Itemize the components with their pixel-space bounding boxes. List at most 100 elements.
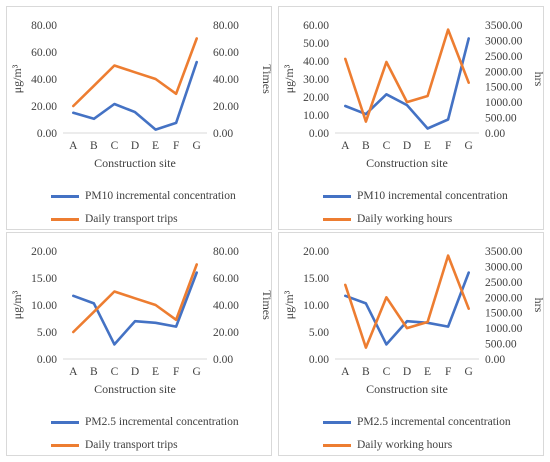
y-right-tick-label: 1500.00: [485, 82, 523, 94]
legend-swatch: [323, 194, 351, 198]
y-right-tick-label: 0.00: [213, 354, 233, 366]
x-tick-label: C: [383, 366, 391, 378]
legend-item: Daily transport trips: [51, 210, 236, 228]
legend-swatch: [323, 420, 351, 424]
y-right-tick-label: 60.00: [213, 273, 239, 285]
y-right-tick-label: 3000.00: [485, 261, 523, 273]
chart-panel-pm10-trips: 0.00 20.00 40.00 60.00 80.00 0.00 20.00 40.00 60…: [6, 6, 274, 233]
x-tick-label: E: [424, 140, 431, 152]
x-tick-label: A: [69, 366, 78, 378]
x-tick-label: B: [362, 366, 370, 378]
y-left-tick-label: 30.00: [303, 74, 329, 86]
y-right-axis-title: Times: [260, 290, 274, 320]
x-tick-label: A: [69, 140, 78, 152]
x-tick-label: E: [152, 366, 159, 378]
y-right-tick-label: 2500.00: [485, 51, 523, 63]
x-tick-label: C: [111, 366, 119, 378]
y-left-tick-label: 40.00: [303, 56, 329, 68]
legend-swatch: [51, 420, 79, 424]
chart-legend: PM10 incremental concentration Daily tra…: [51, 187, 236, 233]
legend-label: PM10 incremental concentration: [85, 190, 236, 202]
x-tick-label: E: [424, 366, 431, 378]
y-left-tick-label: 20.00: [31, 101, 57, 113]
series-line-2: [344, 254, 470, 349]
series-line-1: [72, 271, 198, 346]
x-tick-label: F: [173, 140, 179, 152]
x-tick-label: B: [362, 140, 370, 152]
legend-item: PM2.5 incremental concentration: [323, 413, 511, 431]
y-left-tick-label: 15.00: [31, 273, 57, 285]
y-left-tick-label: 0.00: [309, 128, 329, 140]
y-left-tick-label: 40.00: [31, 74, 57, 86]
legend-item: Daily working hours: [323, 436, 511, 454]
chart-svg: 0.00 5.00 10.00 15.00 20.00 0.00 20.00 40.00 60.…: [10, 246, 274, 396]
y-right-tick-label: 500.00: [485, 113, 517, 125]
y-left-tick-label: 60.00: [31, 47, 57, 59]
y-left-tick-label: 10.00: [303, 300, 329, 312]
legend-item: Daily working hours: [323, 210, 508, 228]
x-axis-title: Construction site: [366, 156, 448, 170]
chart-svg: 0.00 5.00 10.00 15.00 20.00 0.00 500.00 1000.00…: [282, 246, 546, 396]
y-right-tick-label: 0.00: [485, 354, 505, 366]
x-tick-label: A: [341, 140, 350, 152]
legend-swatch: [51, 443, 79, 447]
chart-svg: 0.00 10.00 20.00 30.00 40.00 50.00 60.00 0.00 50…: [282, 20, 546, 170]
legend-label: Daily transport trips: [85, 439, 178, 451]
y-left-tick-label: 20.00: [303, 246, 329, 258]
x-tick-label: A: [341, 366, 350, 378]
x-tick-label: F: [173, 366, 179, 378]
y-right-tick-label: 40.00: [213, 300, 239, 312]
y-right-tick-label: 3500.00: [485, 246, 523, 258]
series-line-2: [344, 28, 470, 123]
y-right-axis-title: hrs: [532, 72, 546, 87]
chart-legend: PM10 incremental concentration Daily wor…: [323, 187, 508, 233]
chart-panel-pm25-hours: 0.00 5.00 10.00 15.00 20.00 0.00 500.00 1000.00…: [278, 232, 546, 459]
y-right-tick-label: 0.00: [213, 128, 233, 140]
chart-legend: PM2.5 incremental concentration Daily wo…: [323, 413, 511, 459]
y-right-tick-label: 1500.00: [485, 308, 523, 320]
y-left-axis-title: μg/m³: [282, 64, 296, 93]
series-line-1: [344, 37, 470, 130]
legend-swatch: [323, 443, 351, 447]
y-right-tick-label: 500.00: [485, 339, 517, 351]
y-left-tick-label: 0.00: [309, 354, 329, 366]
x-axis-title: Construction site: [366, 382, 448, 396]
x-tick-label: E: [152, 140, 159, 152]
y-left-tick-label: 20.00: [303, 92, 329, 104]
y-left-tick-label: 10.00: [31, 300, 57, 312]
x-tick-label: B: [90, 140, 98, 152]
chart-panel-pm10-hours: 0.00 10.00 20.00 30.00 40.00 50.00 60.00 0.00 50…: [278, 6, 546, 233]
chart-legend: PM2.5 incremental concentration Daily tr…: [51, 413, 239, 459]
y-right-axis-title: Times: [260, 64, 274, 94]
legend-item: PM10 incremental concentration: [51, 187, 236, 205]
x-tick-label: G: [193, 366, 201, 378]
x-tick-label: D: [403, 366, 411, 378]
y-right-tick-label: 20.00: [213, 327, 239, 339]
x-axis-title: Construction site: [94, 156, 176, 170]
y-left-tick-label: 10.00: [303, 110, 329, 122]
x-tick-label: D: [403, 140, 411, 152]
y-left-tick-label: 80.00: [31, 20, 57, 32]
x-tick-label: D: [131, 366, 139, 378]
x-tick-label: B: [90, 366, 98, 378]
y-left-tick-label: 5.00: [309, 327, 329, 339]
chart-panel-pm25-trips: 0.00 5.00 10.00 15.00 20.00 0.00 20.00 40.00 60.…: [6, 232, 274, 459]
y-right-tick-label: 0.00: [485, 128, 505, 140]
y-left-tick-label: 60.00: [303, 20, 329, 32]
x-axis-title: Construction site: [94, 382, 176, 396]
y-right-tick-label: 20.00: [213, 101, 239, 113]
x-tick-label: G: [465, 366, 473, 378]
series-line-1: [72, 60, 198, 131]
x-tick-label: F: [445, 140, 451, 152]
legend-swatch: [51, 217, 79, 221]
y-right-tick-label: 80.00: [213, 20, 239, 32]
y-right-tick-label: 2000.00: [485, 66, 523, 78]
legend-label: Daily transport trips: [85, 213, 178, 225]
x-tick-label: G: [465, 140, 473, 152]
y-left-tick-label: 0.00: [37, 128, 57, 140]
y-left-tick-label: 0.00: [37, 354, 57, 366]
y-left-axis-title: μg/m³: [282, 290, 296, 319]
y-right-tick-label: 3500.00: [485, 20, 523, 32]
y-right-tick-label: 1000.00: [485, 97, 523, 109]
legend-label: PM2.5 incremental concentration: [85, 416, 239, 428]
